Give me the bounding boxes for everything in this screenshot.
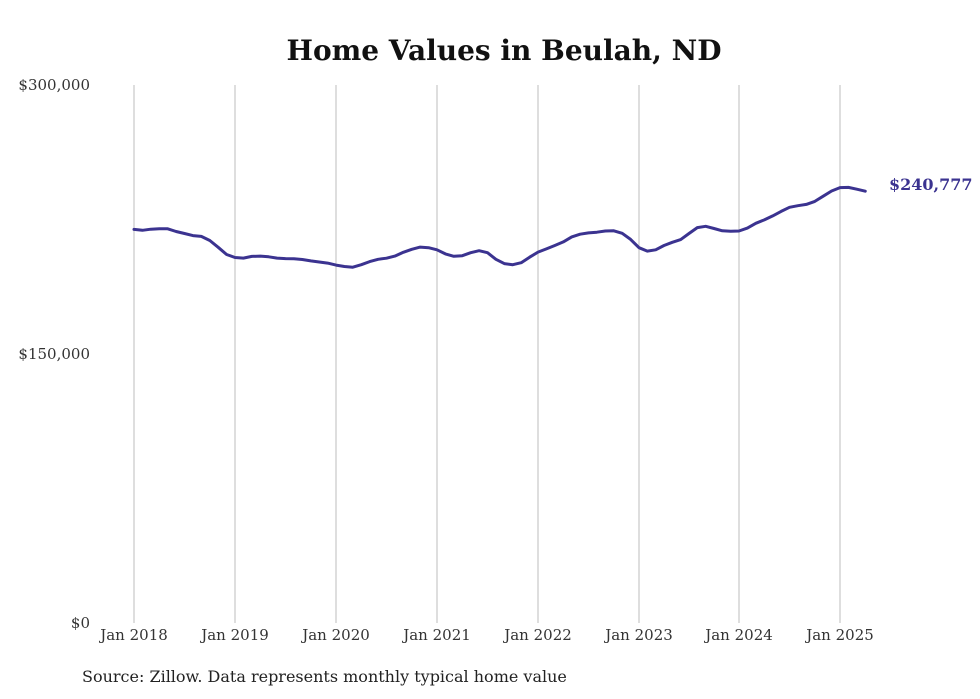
source-note: Source: Zillow. Data represents monthly … <box>82 667 567 686</box>
x-tick-label: Jan 2019 <box>199 626 269 644</box>
y-tick-label: $0 <box>71 614 90 632</box>
y-tick-label: $150,000 <box>18 345 90 363</box>
x-tick-label: Jan 2022 <box>502 626 572 644</box>
x-tick-label: Jan 2018 <box>98 626 168 644</box>
home-value-series-line <box>132 185 867 269</box>
x-axis-tick-labels: Jan 2018 Jan 2019 Jan 2020 Jan 2021 Jan 2022… <box>98 626 874 644</box>
vertical-gridlines <box>133 85 841 623</box>
y-axis-tick-labels: $0 $150,000 $300,000 <box>18 76 90 632</box>
x-tick-label: Jan 2020 <box>300 626 370 644</box>
x-tick-label: Jan 2021 <box>401 626 471 644</box>
x-tick-label: Jan 2023 <box>603 626 673 644</box>
x-tick-label: Jan 2024 <box>703 626 773 644</box>
x-tick-label: Jan 2025 <box>804 626 874 644</box>
latest-value-label: $240,777 <box>889 175 973 194</box>
y-tick-label: $300,000 <box>18 76 90 94</box>
chart-title: Home Values in Beulah, ND <box>286 34 721 67</box>
